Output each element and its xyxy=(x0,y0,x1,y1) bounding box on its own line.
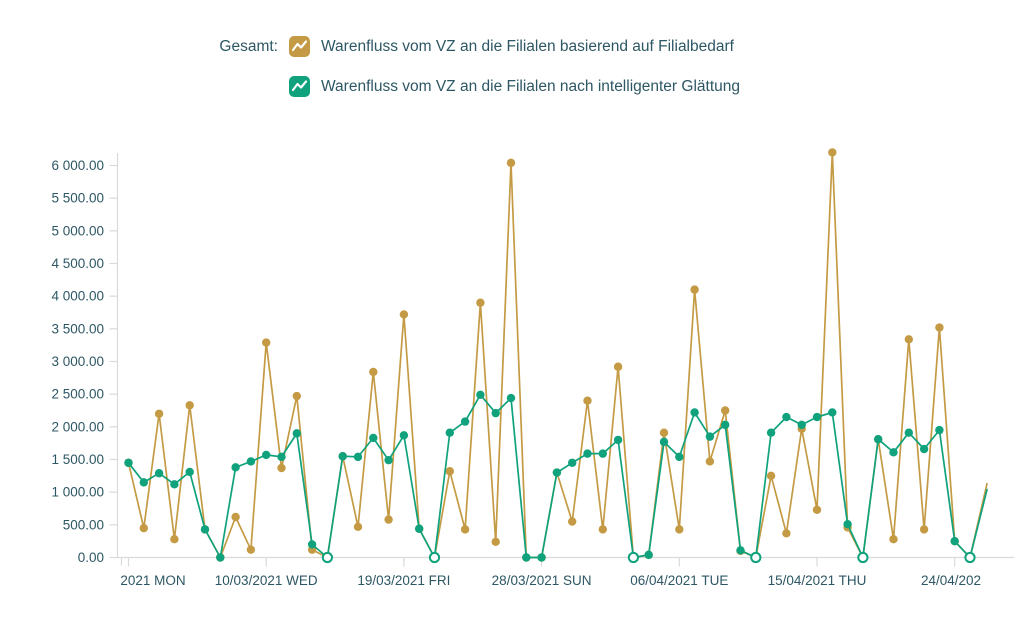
y-tick-label: 4 000.00 xyxy=(51,289,104,304)
y-tick-label: 1 500.00 xyxy=(51,452,104,467)
y-tick-label: 3 500.00 xyxy=(51,321,104,336)
line-chart-icon xyxy=(289,36,310,57)
line-chart-icon xyxy=(289,76,310,97)
y-tick-label: 5 500.00 xyxy=(51,191,104,206)
y-axis-labels: 0.00 500.00 1 000.00 1 500.00 2 000.00 2 500.… xyxy=(51,158,104,565)
x-tick-label: 15/04/2021 THU xyxy=(768,573,867,588)
x-tick-label: 06/04/2021 TUE xyxy=(630,573,728,588)
y-tick-label: 6 000.00 xyxy=(51,158,104,173)
x-axis-labels: 2021 MON 10/03/2021 WED 19/03/2021 FRI 28/0… xyxy=(120,573,981,588)
series-line-filialbedarf xyxy=(127,151,988,559)
y-tick-label: 0.00 xyxy=(78,550,104,565)
x-tick-label: 19/03/2021 FRI xyxy=(357,573,450,588)
axes xyxy=(109,153,1014,567)
x-tick-label: 2021 MON xyxy=(120,573,185,588)
y-tick-label: 2 000.00 xyxy=(51,419,104,434)
y-tick-label: 4 500.00 xyxy=(51,256,104,271)
chart-legend: Gesamt: Warenfluss vom VZ an die Filiale… xyxy=(200,36,740,116)
x-tick-label: 28/03/2021 SUN xyxy=(492,573,592,588)
legend-label-glaettung: Warenfluss vom VZ an die Filialen nach i… xyxy=(321,77,740,95)
legend-title: Gesamt: xyxy=(219,37,278,55)
y-tick-label: 5 000.00 xyxy=(51,223,104,238)
series-markers-glaettung xyxy=(124,390,976,564)
x-tick-label: 24/04/202 xyxy=(921,573,981,588)
legend-item-glaettung[interactable]: Warenfluss vom VZ an die Filialen nach i… xyxy=(200,76,740,97)
y-tick-label: 2 500.00 xyxy=(51,387,104,402)
x-tick-label: 10/03/2021 WED xyxy=(215,573,318,588)
y-tick-label: 3 000.00 xyxy=(51,354,104,369)
y-tick-label: 1 000.00 xyxy=(51,485,104,500)
legend-label-filialbedarf: Warenfluss vom VZ an die Filialen basier… xyxy=(321,37,734,55)
legend-item-filialbedarf[interactable]: Gesamt: Warenfluss vom VZ an die Filiale… xyxy=(200,36,740,57)
y-tick-label: 500.00 xyxy=(63,517,104,532)
